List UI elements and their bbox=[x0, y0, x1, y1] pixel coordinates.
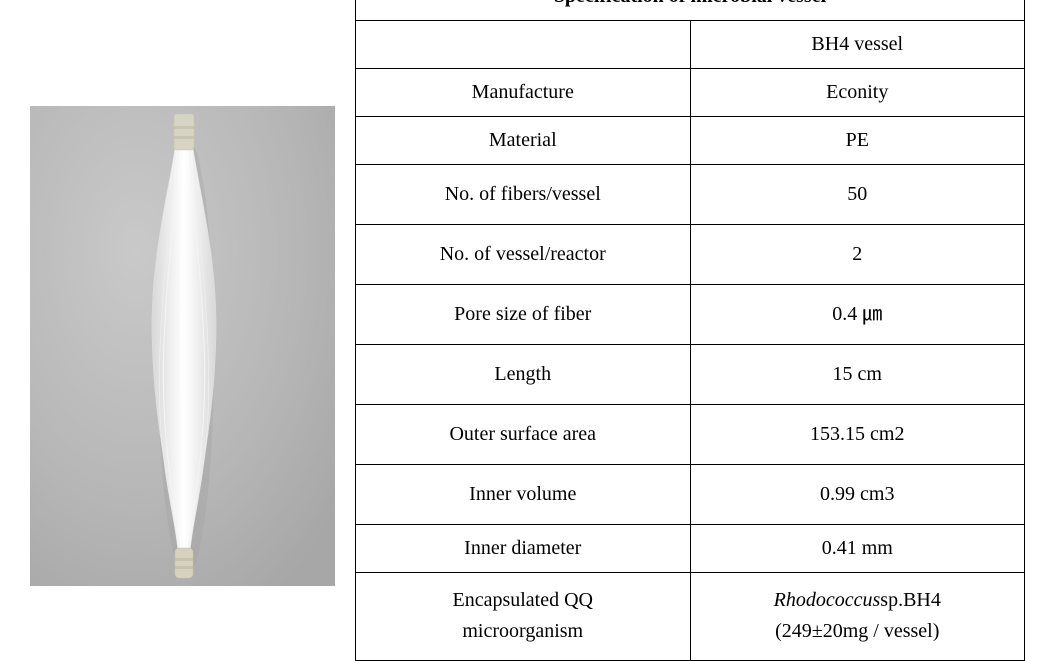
tall-value-line2: (249±20mg / vessel) bbox=[775, 620, 939, 642]
row-label: No. of vessel/reactor bbox=[356, 224, 691, 284]
row-label: Manufacture bbox=[356, 68, 691, 116]
vessel-photo bbox=[30, 106, 335, 586]
spec-table-wrapper: Specification of microbial vessel BH4 ve… bbox=[355, 0, 1025, 661]
tall-label-line2: microorganism bbox=[462, 620, 583, 642]
tall-label-line1: Encapsulated QQ bbox=[452, 589, 593, 611]
row-label: Outer surface area bbox=[356, 404, 691, 464]
row-label: Material bbox=[356, 116, 691, 164]
row-value: 153.15 cm2 bbox=[690, 404, 1025, 464]
row-value: 0.99 cm3 bbox=[690, 464, 1025, 524]
row-label: Pore size of fiber bbox=[356, 284, 691, 344]
tall-row-label: Encapsulated QQ microorganism bbox=[356, 572, 691, 660]
tall-value-italic: Rhodococcus bbox=[774, 589, 881, 611]
tall-value-rest: sp.BH4 bbox=[880, 589, 941, 611]
top-tie bbox=[174, 114, 194, 150]
row-label: No. of fibers/vessel bbox=[356, 164, 691, 224]
row-value: 0.41 mm bbox=[690, 524, 1025, 572]
row-value: PE bbox=[690, 116, 1025, 164]
row-label: Inner volume bbox=[356, 464, 691, 524]
row-label: Length bbox=[356, 344, 691, 404]
row-value: 50 bbox=[690, 164, 1025, 224]
row-value: 0.4 ㎛ bbox=[690, 284, 1025, 344]
row-value: 2 bbox=[690, 224, 1025, 284]
table-title: Specification of microbial vessel bbox=[356, 0, 1025, 20]
spec-table: Specification of microbial vessel BH4 ve… bbox=[355, 0, 1025, 661]
tall-row-value: Rhodococcussp.BH4 (249±20mg / vessel) bbox=[690, 572, 1025, 660]
subheader-label bbox=[356, 20, 691, 68]
row-label: Inner diameter bbox=[356, 524, 691, 572]
row-value: 15 cm bbox=[690, 344, 1025, 404]
row-value: Econity bbox=[690, 68, 1025, 116]
bottom-tie bbox=[175, 548, 193, 578]
subheader-value: BH4 vessel bbox=[690, 20, 1025, 68]
